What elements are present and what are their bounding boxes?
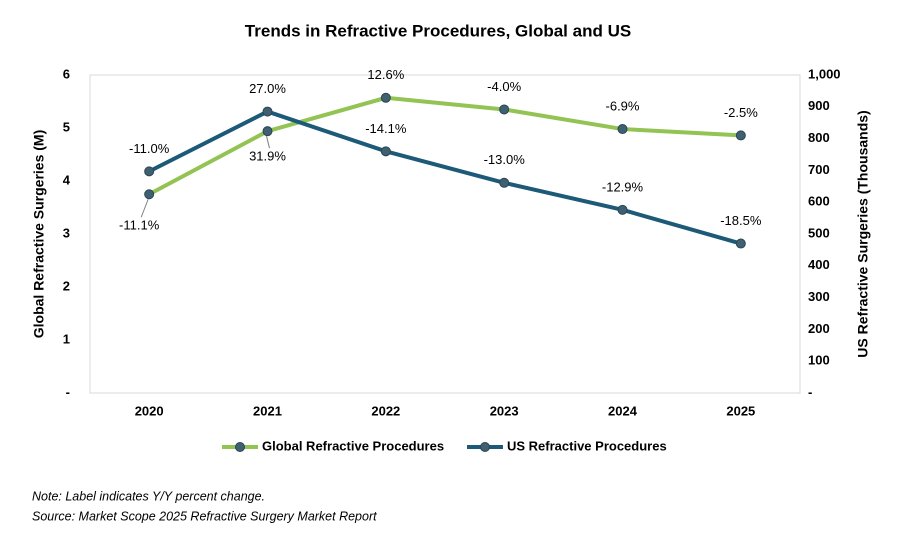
y2-tick-label: 800	[808, 130, 830, 145]
chart-title: Trends in Refractive Procedures, Global …	[245, 21, 631, 40]
y-tick-label: 1	[63, 331, 70, 346]
change-label: -12.9%	[602, 179, 644, 194]
y2-tick-label: 200	[808, 321, 830, 336]
legend-marker	[480, 442, 490, 452]
y-axis-title: Global Refractive Surgeries (M)	[31, 130, 47, 339]
legend-marker	[235, 442, 245, 452]
point	[144, 166, 155, 177]
y2-tick-label: -	[808, 384, 812, 399]
leader-line	[140, 199, 149, 218]
x-tick-label: 2021	[253, 403, 282, 418]
point	[735, 238, 746, 249]
change-label: -4.0%	[487, 79, 521, 94]
point	[380, 92, 391, 103]
x-tick-label: 2022	[371, 403, 400, 418]
point	[144, 189, 155, 200]
note: Note: Label indicates Y/Y percent change…	[32, 489, 265, 503]
y-tick-label: 3	[63, 225, 70, 240]
y2-tick-label: 1,000	[808, 66, 841, 81]
y2-tick-label: 600	[808, 194, 830, 209]
y2-tick-label: 300	[808, 289, 830, 304]
legend-label: US Refractive Procedures	[507, 438, 667, 453]
y-tick-label: 4	[63, 172, 71, 187]
y-tick-label: 5	[63, 119, 70, 134]
change-label: 31.9%	[249, 149, 286, 164]
y2-tick-label: 100	[808, 353, 830, 368]
x-tick-label: 2023	[490, 403, 519, 418]
change-label: 12.6%	[367, 67, 404, 82]
x-tick-label: 2025	[726, 403, 755, 418]
y2-tick-label: 700	[808, 162, 830, 177]
plot-frame	[89, 74, 801, 394]
change-label: -6.9%	[606, 98, 640, 113]
point	[617, 204, 628, 215]
y-tick-label: 2	[63, 278, 70, 293]
change-label: -18.5%	[720, 213, 762, 228]
point	[735, 130, 746, 141]
x-tick-label: 2024	[608, 403, 638, 418]
change-label: 27.0%	[249, 81, 286, 96]
y2-tick-label: 400	[808, 257, 830, 272]
y-tick-label: 6	[63, 66, 70, 81]
y2-tick-label: 500	[808, 225, 830, 240]
y2-axis-title: US Refractive Surgeries (Thousands)	[855, 110, 871, 357]
point	[617, 124, 628, 135]
change-label: -11.0%	[129, 141, 170, 156]
leader-line	[266, 136, 270, 149]
point	[262, 126, 273, 137]
y2-tick-label: 900	[808, 98, 830, 113]
legend-label: Global Refractive Procedures	[262, 438, 444, 453]
source: Source: Market Scope 2025 Refractive Sur…	[32, 509, 377, 523]
y-tick-label: -	[66, 384, 70, 399]
point	[262, 106, 273, 117]
point	[499, 177, 510, 188]
x-tick-label: 2020	[135, 403, 164, 418]
series-line	[148, 109, 742, 246]
change-label: -14.1%	[365, 121, 407, 136]
change-label: -13.0%	[484, 152, 526, 167]
point	[499, 104, 510, 115]
change-label: -11.1%	[119, 218, 160, 233]
series-line	[148, 95, 741, 197]
change-label: -2.5%	[724, 105, 758, 120]
point	[380, 146, 391, 157]
